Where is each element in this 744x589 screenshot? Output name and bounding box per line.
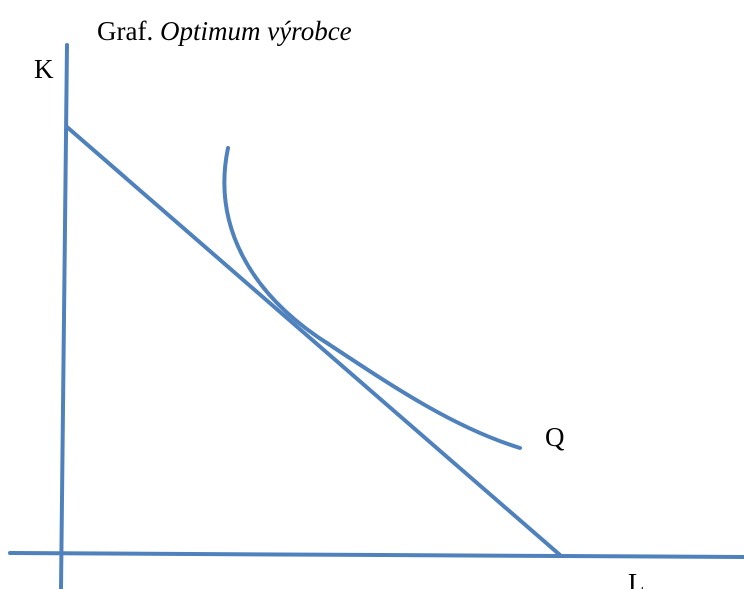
x-axis [8, 551, 744, 559]
title-prefix: Graf. [97, 16, 153, 46]
title-name: Optimum výrobce [160, 16, 352, 46]
x-axis-label: L [628, 568, 645, 589]
title: Graf. Optimum výrobce [97, 16, 352, 46]
curve-label: Q [545, 422, 565, 452]
y-axis [59, 43, 69, 589]
isocost-line [65, 125, 562, 557]
y-axis-label: K [34, 54, 54, 84]
isoquant-curve [222, 146, 522, 450]
